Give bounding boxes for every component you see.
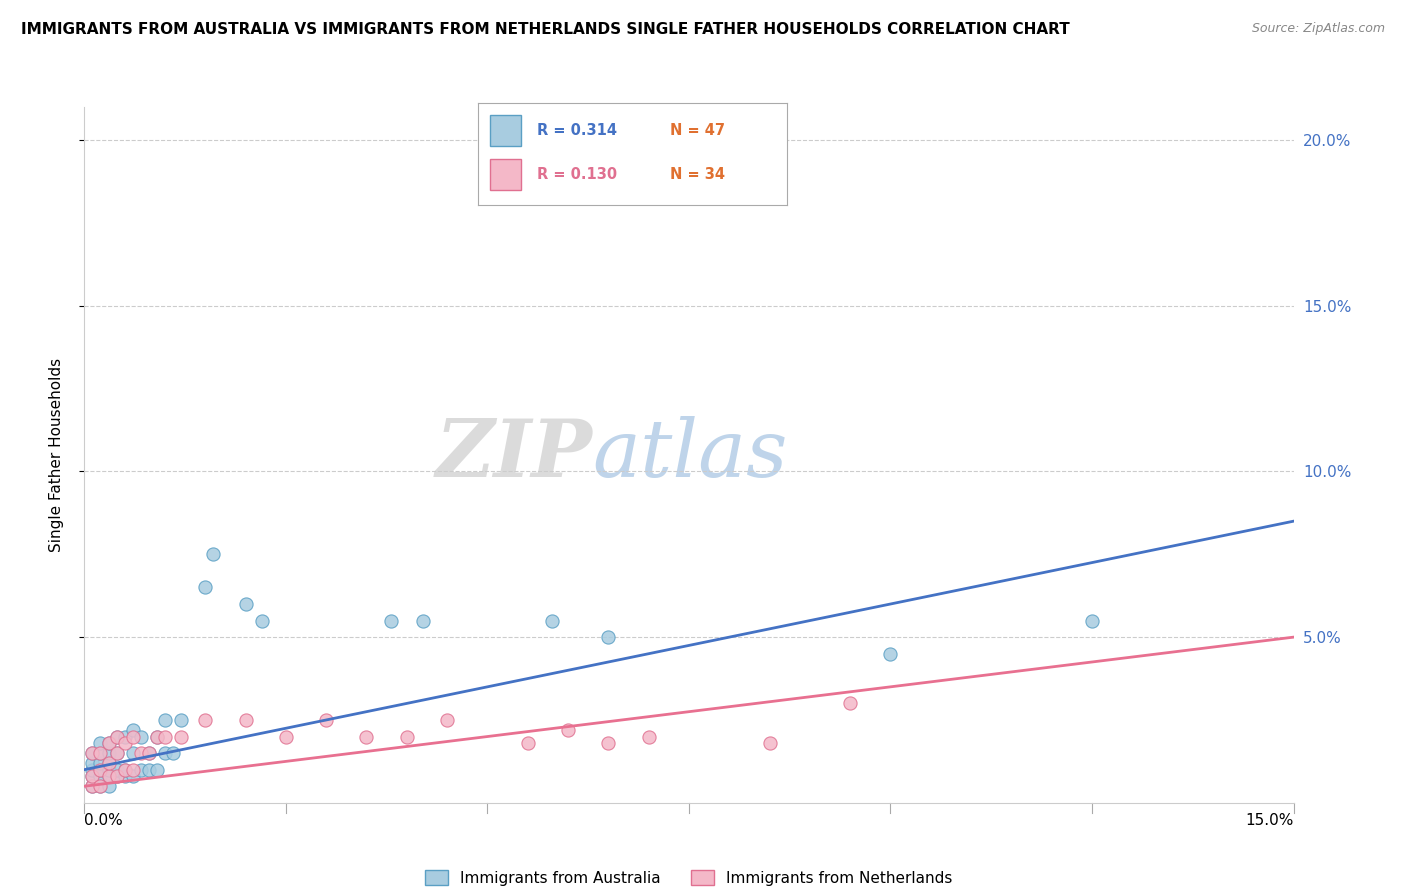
- Point: [89, 746, 111, 760]
- Point: [114, 763, 136, 777]
- Point: [114, 736, 136, 750]
- Point: [153, 730, 176, 744]
- Point: [105, 769, 128, 783]
- Point: [516, 736, 538, 750]
- Point: [97, 746, 120, 760]
- Point: [146, 730, 169, 744]
- Point: [129, 763, 152, 777]
- Legend: Immigrants from Australia, Immigrants from Netherlands: Immigrants from Australia, Immigrants fr…: [425, 870, 953, 886]
- Point: [97, 769, 120, 783]
- Point: [97, 736, 120, 750]
- Point: [97, 779, 120, 793]
- Text: N = 47: N = 47: [669, 123, 725, 137]
- Point: [105, 730, 128, 744]
- Point: [129, 746, 152, 760]
- Text: R = 0.130: R = 0.130: [537, 167, 617, 182]
- Point: [105, 763, 128, 777]
- Point: [315, 713, 337, 727]
- Point: [89, 763, 111, 777]
- Point: [153, 746, 176, 760]
- Point: [89, 769, 111, 783]
- Point: [235, 713, 257, 727]
- Text: atlas: atlas: [592, 417, 787, 493]
- Point: [121, 730, 143, 744]
- Text: 0.0%: 0.0%: [84, 813, 124, 828]
- Point: [758, 736, 780, 750]
- Point: [557, 723, 579, 737]
- Point: [105, 769, 128, 783]
- Point: [202, 547, 225, 561]
- Point: [637, 730, 659, 744]
- Point: [82, 756, 104, 770]
- Point: [194, 713, 217, 727]
- Point: [356, 730, 378, 744]
- Point: [138, 746, 160, 760]
- FancyBboxPatch shape: [491, 115, 522, 145]
- Point: [146, 763, 169, 777]
- Point: [114, 763, 136, 777]
- Point: [170, 730, 193, 744]
- Point: [412, 614, 434, 628]
- Point: [82, 746, 104, 760]
- Point: [146, 730, 169, 744]
- Point: [274, 730, 297, 744]
- Point: [89, 779, 111, 793]
- Text: 15.0%: 15.0%: [1246, 813, 1294, 828]
- Point: [97, 736, 120, 750]
- Point: [138, 746, 160, 760]
- Point: [1081, 614, 1104, 628]
- Point: [879, 647, 901, 661]
- Point: [121, 763, 143, 777]
- FancyBboxPatch shape: [491, 159, 522, 190]
- Text: Source: ZipAtlas.com: Source: ZipAtlas.com: [1251, 22, 1385, 36]
- Point: [541, 614, 564, 628]
- Point: [89, 736, 111, 750]
- Point: [194, 581, 217, 595]
- Point: [82, 763, 104, 777]
- Point: [89, 746, 111, 760]
- Point: [138, 763, 160, 777]
- Point: [97, 756, 120, 770]
- Text: IMMIGRANTS FROM AUSTRALIA VS IMMIGRANTS FROM NETHERLANDS SINGLE FATHER HOUSEHOLD: IMMIGRANTS FROM AUSTRALIA VS IMMIGRANTS …: [21, 22, 1070, 37]
- Text: N = 34: N = 34: [669, 167, 725, 182]
- Point: [82, 769, 104, 783]
- Text: ZIP: ZIP: [436, 417, 592, 493]
- Point: [114, 730, 136, 744]
- Point: [380, 614, 402, 628]
- Point: [129, 730, 152, 744]
- Point: [89, 779, 111, 793]
- Point: [89, 763, 111, 777]
- Point: [153, 713, 176, 727]
- Point: [97, 769, 120, 783]
- Point: [170, 713, 193, 727]
- Point: [395, 730, 418, 744]
- Point: [97, 763, 120, 777]
- Point: [235, 597, 257, 611]
- Point: [839, 697, 862, 711]
- Point: [121, 769, 143, 783]
- Point: [97, 756, 120, 770]
- Point: [82, 779, 104, 793]
- Point: [105, 746, 128, 760]
- Y-axis label: Single Father Households: Single Father Households: [49, 358, 63, 552]
- Point: [82, 769, 104, 783]
- Point: [250, 614, 273, 628]
- Point: [598, 736, 620, 750]
- Point: [82, 779, 104, 793]
- Text: R = 0.314: R = 0.314: [537, 123, 617, 137]
- Point: [82, 746, 104, 760]
- Point: [121, 746, 143, 760]
- Point: [105, 746, 128, 760]
- Point: [598, 630, 620, 644]
- Point: [121, 723, 143, 737]
- Point: [114, 769, 136, 783]
- Point: [162, 746, 184, 760]
- Point: [105, 730, 128, 744]
- Point: [436, 713, 458, 727]
- Point: [89, 756, 111, 770]
